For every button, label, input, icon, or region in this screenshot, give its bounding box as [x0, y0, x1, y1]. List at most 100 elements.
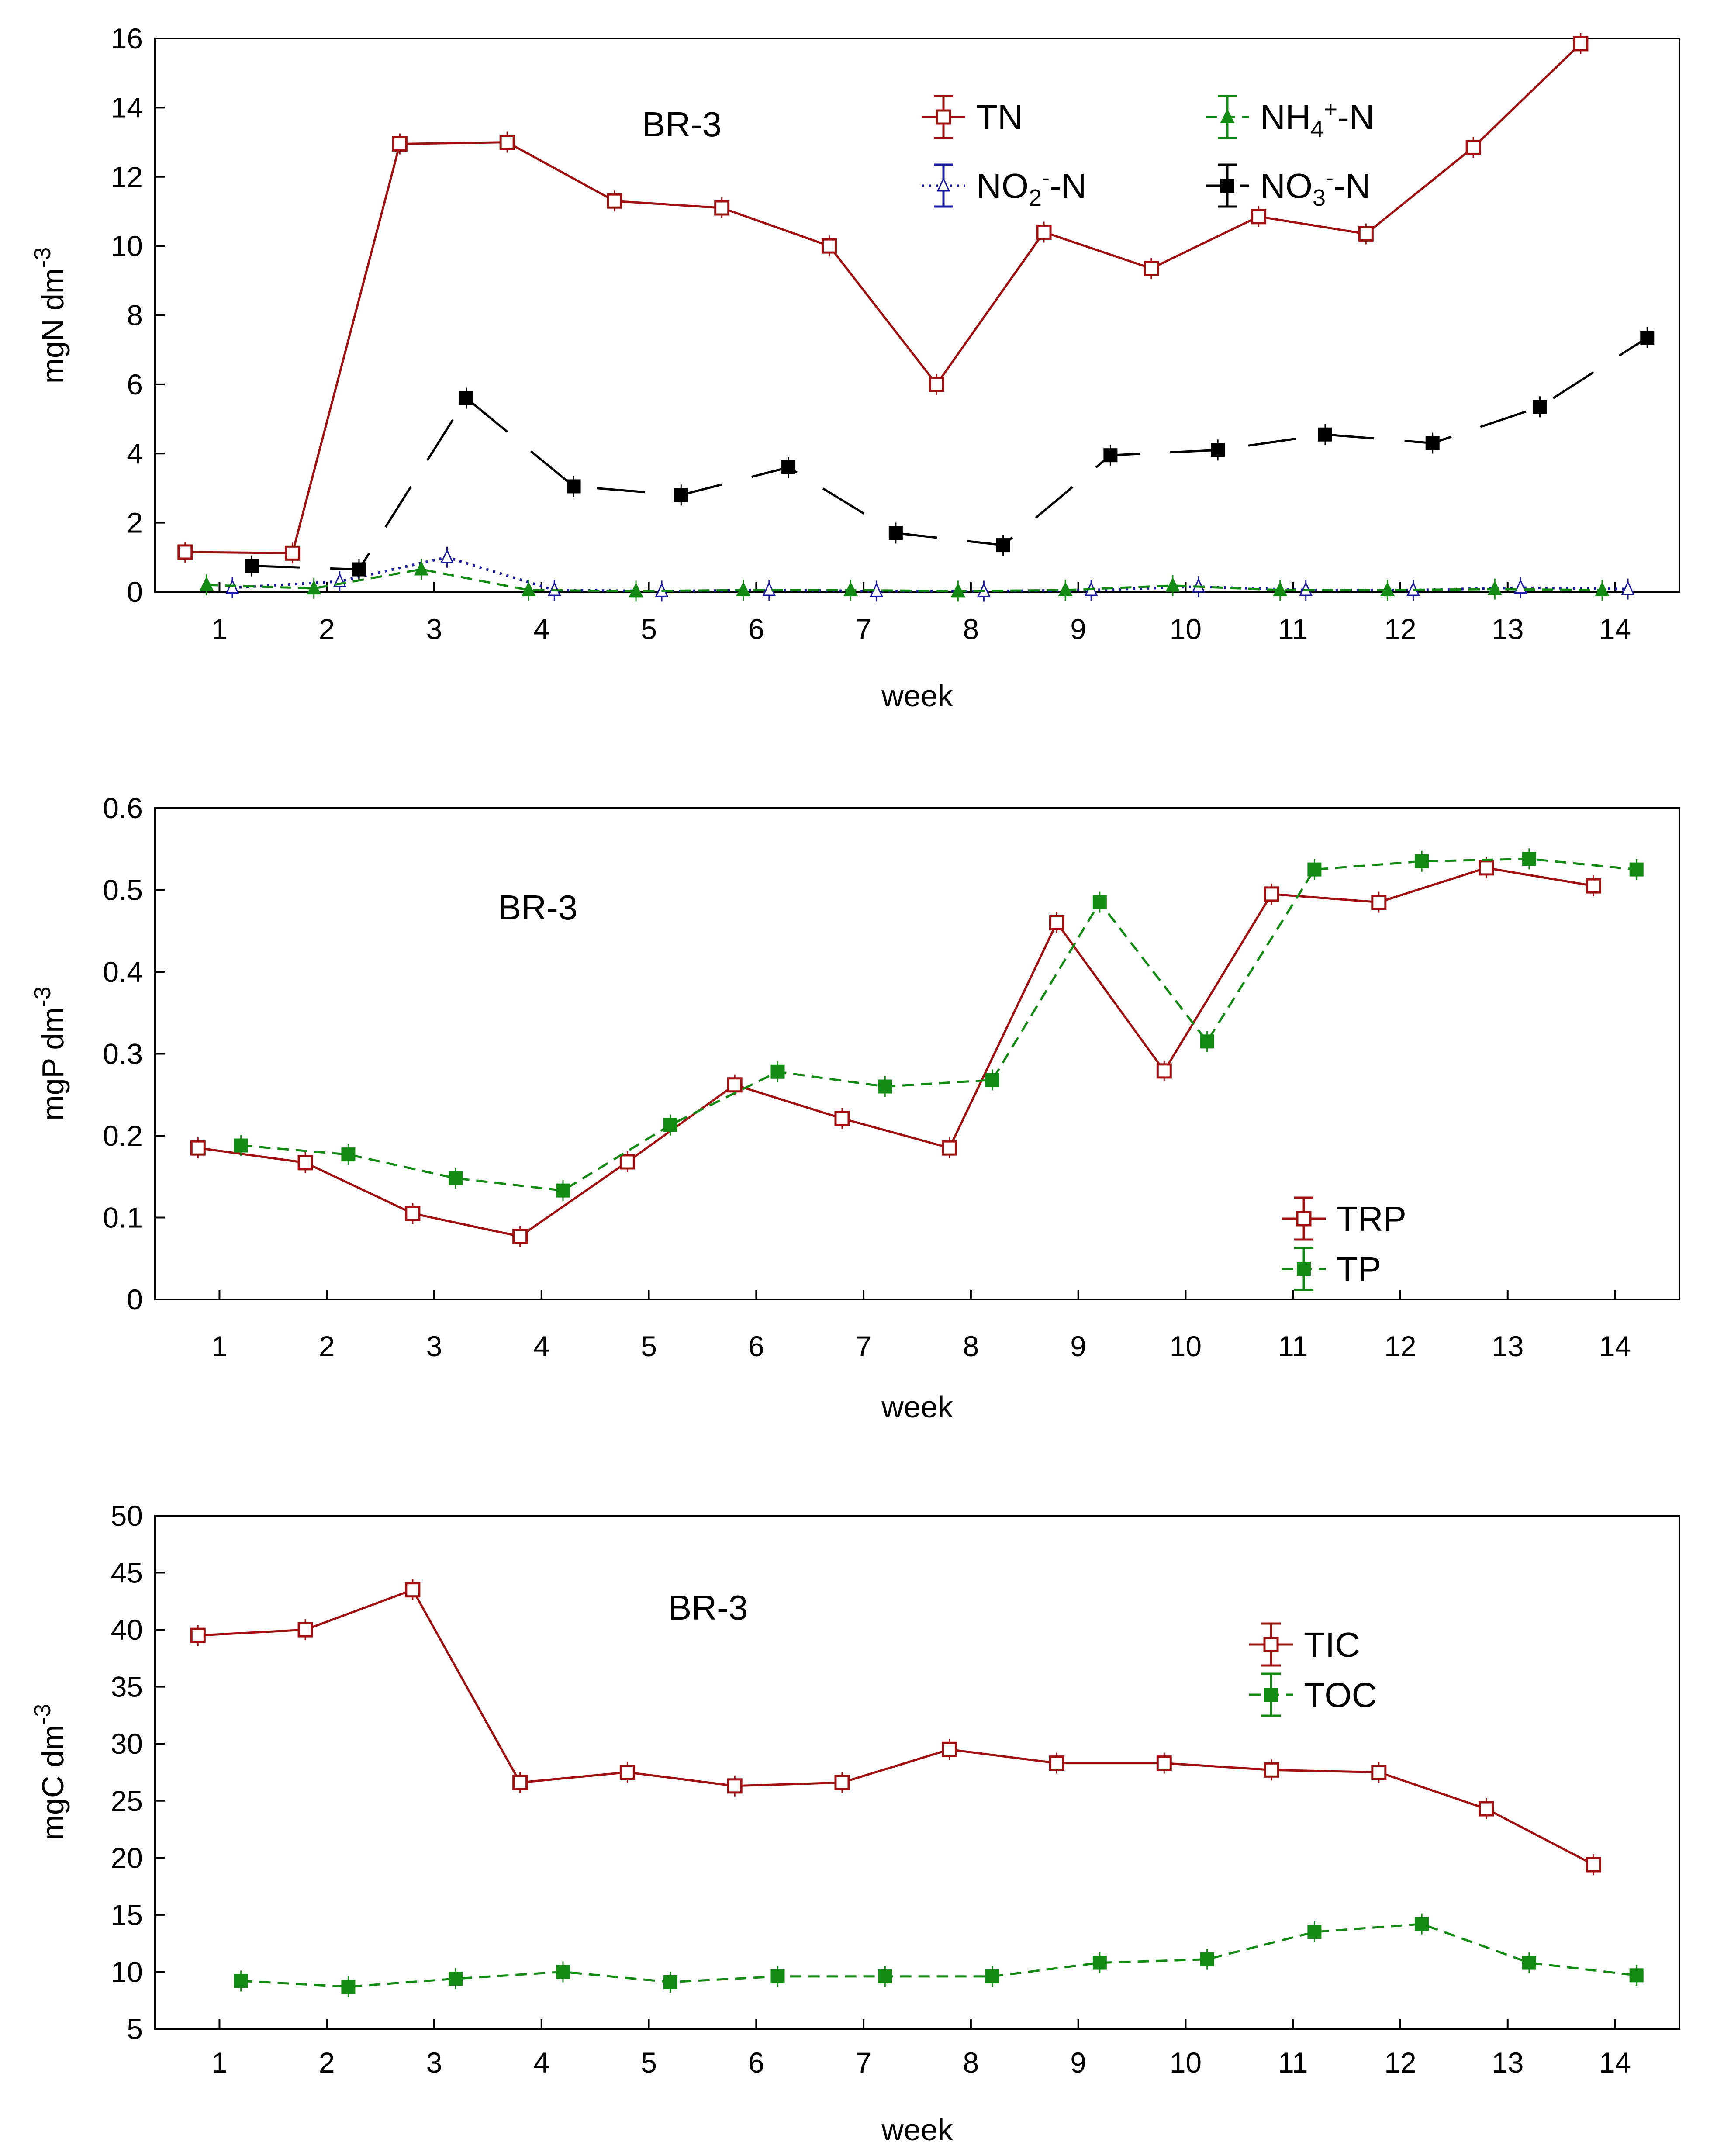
data-point-trp — [512, 1229, 528, 1244]
x-tick-label: 13 — [1492, 613, 1524, 645]
y-tick-label: 25 — [111, 1785, 143, 1817]
y-tick-label: 12 — [111, 161, 143, 193]
data-point-tic — [190, 1627, 206, 1643]
legend-label-nh4-sup: + — [1324, 96, 1338, 122]
data-point-tn — [392, 136, 408, 152]
x-tick-label: 1 — [211, 2046, 228, 2079]
series-toc — [234, 1913, 1644, 1997]
data-point-nh4 — [1273, 581, 1288, 597]
x-tick-label: 7 — [856, 613, 872, 645]
y-tick-label: 8 — [127, 299, 143, 332]
series-line-no3 — [252, 336, 1648, 570]
x-tick-label: 12 — [1384, 613, 1416, 645]
y-tick-label: 30 — [111, 1728, 143, 1760]
data-point-no3 — [674, 488, 688, 502]
series-no2 — [225, 546, 1635, 602]
x-tick-label: 11 — [1278, 1330, 1308, 1362]
y-tick-label: 45 — [111, 1557, 143, 1589]
y-tick-label: 0.2 — [103, 1119, 143, 1152]
series-line-trp — [197, 867, 1594, 1238]
legend-item-no3: NO3--N — [1206, 163, 1370, 211]
x-tick-label: 10 — [1170, 2046, 1202, 2079]
data-point-tp — [556, 1183, 570, 1198]
legend-marker-no3 — [1220, 179, 1234, 193]
x-tick-label: 13 — [1492, 1330, 1524, 1362]
annotation-br3: BR-3 — [498, 888, 577, 927]
legend-item-tp: TP — [1282, 1247, 1381, 1291]
legend: TRP TP — [1282, 1196, 1406, 1291]
x-tick-label: 2 — [319, 1330, 335, 1362]
data-point-tp — [663, 1118, 677, 1132]
data-point-toc — [1200, 1952, 1214, 1966]
y-axis-label-main: mgC dm — [36, 1725, 70, 1840]
legend-label-no3-sup: - — [1326, 165, 1334, 191]
legend-marker-trp — [1296, 1211, 1312, 1227]
data-point-tn — [1251, 209, 1267, 225]
x-tick-label: 4 — [533, 1330, 549, 1362]
legend-label-nh4-main: NH — [1260, 98, 1311, 137]
data-point-tp — [770, 1064, 785, 1079]
data-point-nh4 — [629, 583, 643, 598]
y-tick-label: 4 — [127, 437, 143, 470]
data-point-trp — [1371, 895, 1387, 910]
data-point-no3 — [996, 538, 1010, 553]
data-point-tn — [607, 193, 622, 209]
data-point-no3 — [888, 526, 903, 540]
series-nh4 — [199, 559, 1610, 602]
data-point-toc — [1522, 1956, 1536, 1970]
series-trp — [190, 857, 1601, 1247]
x-tick-label: 3 — [426, 2046, 442, 2079]
data-point-toc — [341, 1980, 356, 1994]
data-point-tic — [619, 1765, 635, 1780]
y-axis-label-sup: -3 — [29, 247, 55, 268]
legend-item-tic: TIC — [1249, 1622, 1360, 1667]
data-point-no3 — [245, 559, 259, 573]
x-tick-label: 11 — [1278, 613, 1308, 645]
data-point-no2 — [547, 581, 561, 596]
data-point-trp — [942, 1140, 957, 1156]
legend-item-no2: NO2--N — [922, 163, 1086, 211]
x-tick-label: 2 — [319, 613, 335, 645]
data-point-no3 — [567, 479, 581, 494]
data-point-tp — [878, 1079, 892, 1094]
data-point-no3 — [1425, 436, 1440, 450]
data-point-trp — [834, 1111, 850, 1126]
annotation-br3: BR-3 — [642, 105, 722, 144]
data-point-no2 — [1513, 579, 1527, 594]
y-tick-label: 16 — [111, 22, 143, 55]
data-point-no3 — [1533, 400, 1547, 414]
x-tick-label: 12 — [1384, 1330, 1416, 1362]
data-point-tp — [341, 1147, 356, 1162]
legend-label-no3: NO3--N — [1260, 165, 1370, 211]
x-tick-label: 7 — [856, 1330, 872, 1362]
y-tick-label: 50 — [111, 1500, 143, 1532]
data-point-tp — [1307, 862, 1322, 877]
x-axis-label: week — [881, 2113, 953, 2147]
plot-frame — [154, 38, 1680, 593]
data-point-toc — [985, 1969, 1000, 1983]
x-tick-label: 14 — [1599, 613, 1631, 645]
data-point-toc — [234, 1974, 248, 1988]
y-axis-label-main: mgP dm — [36, 1007, 70, 1120]
x-tick-label: 8 — [963, 1330, 979, 1362]
y-axis-label-main: mgN dm — [36, 268, 70, 384]
data-point-tn — [1358, 226, 1374, 242]
legend-marker-tp — [1297, 1262, 1311, 1276]
data-point-tic — [1371, 1765, 1387, 1780]
legend-marker-toc — [1264, 1688, 1278, 1702]
y-tick-label: 14 — [111, 91, 143, 124]
data-point-no3 — [1640, 330, 1655, 345]
legend-marker-no2 — [936, 177, 950, 192]
x-tick-label: 8 — [963, 613, 979, 645]
y-tick-label: 0.1 — [103, 1202, 143, 1234]
series-tn — [177, 33, 1589, 564]
data-point-tn — [1465, 139, 1481, 155]
data-point-trp — [1479, 860, 1494, 876]
legend-label-nh4-sub: 4 — [1311, 116, 1324, 142]
data-point-toc — [770, 1969, 785, 1983]
series-line-tp — [241, 857, 1637, 1192]
data-point-tic — [1479, 1801, 1494, 1817]
y-axis-label-sup: -3 — [29, 1704, 55, 1725]
x-tick-label: 8 — [963, 2046, 979, 2079]
